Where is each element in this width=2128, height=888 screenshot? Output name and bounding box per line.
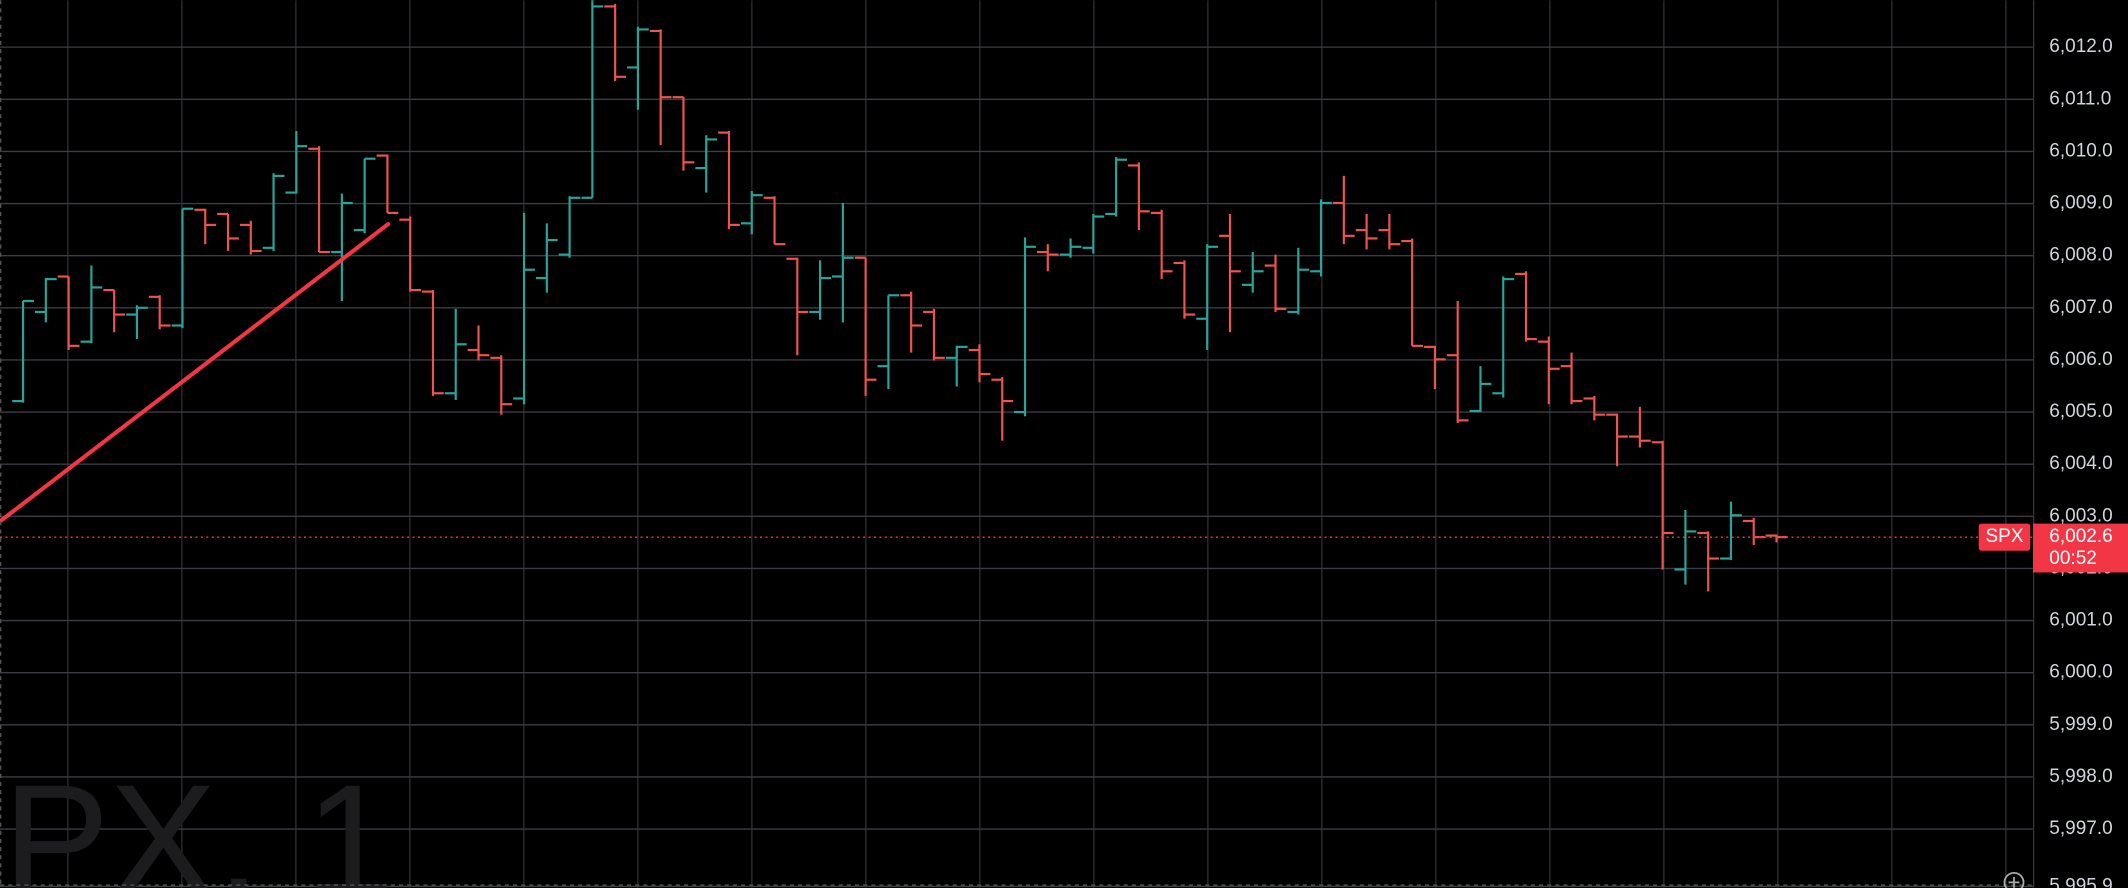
y-tick-label: 6,009.0 [2049,193,2112,214]
y-tick-label: 6,011.0 [2049,88,2111,109]
y-tick-label: 6,012.0 [2049,36,2112,57]
watermark: PX, 1 [3,751,395,888]
zoom-icon[interactable] [2003,871,2025,888]
y-tick-label: 6,008.0 [2049,245,2112,266]
price-badge [2033,523,2128,573]
y-tick-label: 6,003.0 [2049,505,2112,526]
y-tick-label: 6,007.0 [2049,297,2112,318]
bars [12,0,1788,592]
y-tick-label: 5,995.9 [2049,875,2112,888]
y-tick-label: 6,005.0 [2049,401,2112,422]
countdown: 00:52 [2049,548,2097,569]
price-axis: 5,995.9 5,997.0 5,998.0 5,999.0 6,000.0 6,001… [2049,36,2112,888]
y-tick-label: 5,997.0 [2049,818,2112,839]
last-price: SPX 6,002.600:52 [0,523,2128,573]
y-tick-label: 5,999.0 [2049,714,2112,735]
trend-line[interactable] [0,222,391,524]
symbol-label: SPX [1985,526,2023,547]
symbol-badge [1978,523,2031,551]
y-tick-label: 6,004.0 [2049,453,2112,474]
y-tick-label: 6,006.0 [2049,349,2112,370]
last-price-label: 6,002.6 [2049,526,2112,547]
y-tick-label: 6,010.0 [2049,140,2112,161]
y-tick-label: 6,001.0 [2049,610,2112,631]
y-tick-label: 5,998.0 [2049,766,2112,787]
y-tick-label: 6,000.0 [2049,662,2112,683]
